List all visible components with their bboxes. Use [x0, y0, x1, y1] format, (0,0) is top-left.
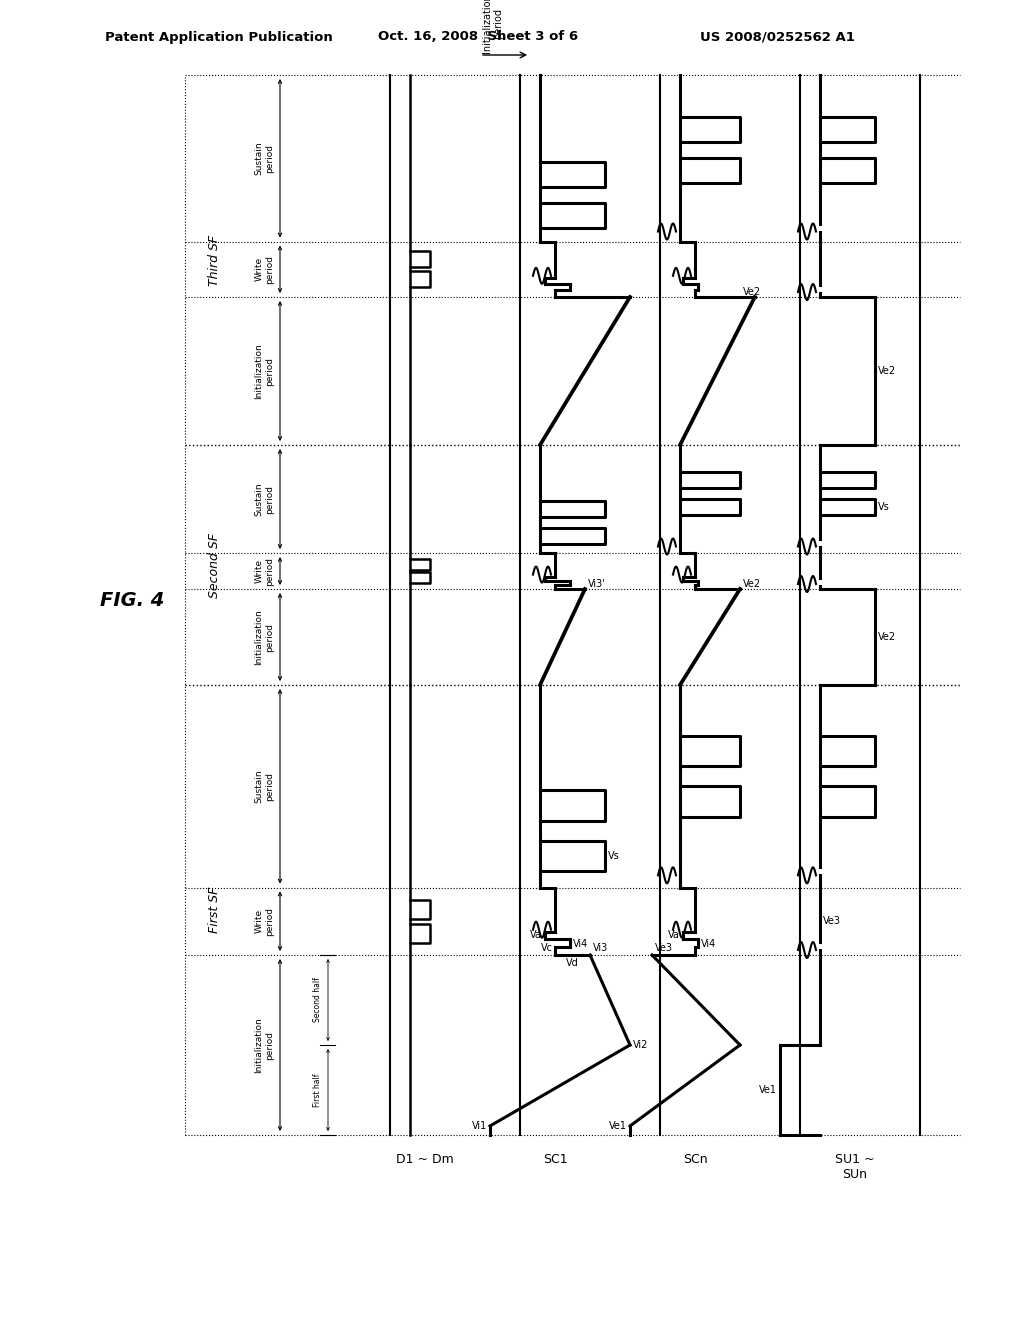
Text: Sustain
period: Sustain period — [255, 482, 274, 516]
Text: Vd: Vd — [566, 958, 579, 968]
Text: Vs: Vs — [878, 502, 890, 512]
Text: Oct. 16, 2008  Sheet 3 of 6: Oct. 16, 2008 Sheet 3 of 6 — [378, 30, 579, 44]
Text: First half: First half — [313, 1073, 322, 1106]
Text: Vi4: Vi4 — [573, 939, 588, 949]
Text: Ve3: Ve3 — [655, 942, 673, 953]
Text: Initialization
period: Initialization period — [255, 609, 274, 665]
Text: D1 ~ Dm: D1 ~ Dm — [396, 1152, 454, 1166]
Text: SC1: SC1 — [543, 1152, 567, 1166]
Text: Vs: Vs — [608, 851, 620, 861]
Text: Ve1: Ve1 — [609, 1121, 627, 1131]
Text: Sustain
period: Sustain period — [255, 770, 274, 803]
Text: Vi3: Vi3 — [593, 942, 608, 953]
Text: SCn: SCn — [683, 1152, 708, 1166]
Text: US 2008/0252562 A1: US 2008/0252562 A1 — [700, 30, 855, 44]
Text: SU1 ~
SUn: SU1 ~ SUn — [836, 1152, 874, 1181]
Text: Ve2: Ve2 — [878, 632, 896, 642]
Text: First SF: First SF — [209, 887, 221, 933]
Text: Ve1: Ve1 — [759, 1085, 777, 1096]
Text: Va: Va — [668, 931, 680, 940]
Text: Initialization
period: Initialization period — [482, 0, 504, 53]
Text: Third SF: Third SF — [209, 235, 221, 285]
Text: Initialization
period: Initialization period — [255, 343, 274, 399]
Text: Vi1: Vi1 — [472, 1121, 487, 1131]
Text: Ve2: Ve2 — [743, 579, 761, 589]
Text: Ve3: Ve3 — [823, 916, 841, 927]
Text: Va: Va — [530, 931, 542, 940]
Text: Vi2: Vi2 — [633, 1040, 648, 1049]
Text: Vc: Vc — [541, 942, 553, 953]
Text: Second half: Second half — [313, 978, 322, 1023]
Text: Patent Application Publication: Patent Application Publication — [105, 30, 333, 44]
Text: FIG. 4: FIG. 4 — [100, 590, 165, 610]
Text: Sustain
period: Sustain period — [255, 141, 274, 176]
Text: Write
period: Write period — [255, 557, 274, 586]
Text: Vi4: Vi4 — [701, 939, 716, 949]
Text: Write
period: Write period — [255, 907, 274, 936]
Text: Second SF: Second SF — [209, 532, 221, 598]
Text: Vi3': Vi3' — [588, 579, 606, 589]
Text: Ve2: Ve2 — [743, 286, 761, 297]
Text: Write
period: Write period — [255, 255, 274, 284]
Text: Ve2: Ve2 — [878, 366, 896, 376]
Text: Initialization
period: Initialization period — [255, 1018, 274, 1073]
